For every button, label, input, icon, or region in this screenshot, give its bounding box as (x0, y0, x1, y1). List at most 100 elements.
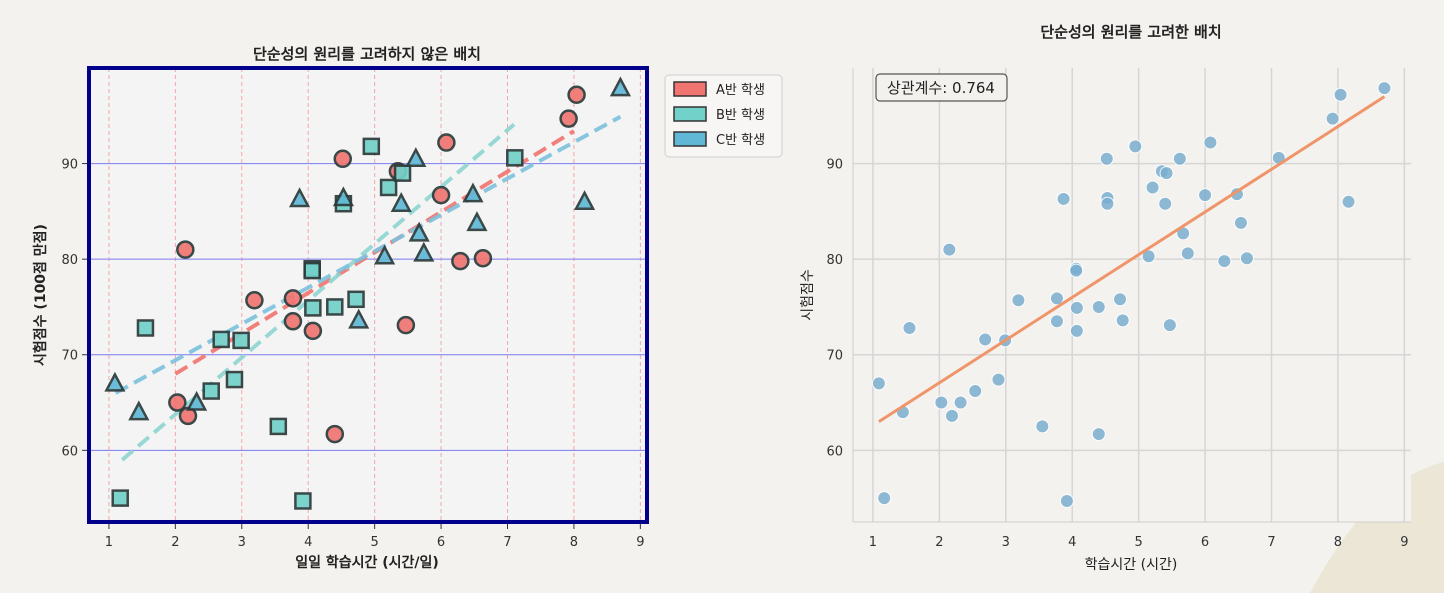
left-point-circle (176, 240, 195, 259)
left-x-tick-label: 4 (304, 535, 312, 550)
left-point-triangle (466, 211, 488, 232)
right-point (968, 384, 983, 399)
right-x-tick-label: 9 (1400, 535, 1408, 550)
right-x-tick-label: 2 (935, 535, 943, 550)
left-trend-line-2 (114, 114, 622, 395)
right-point (1091, 299, 1106, 314)
left-point-square (362, 137, 381, 156)
annotation-text: 상관계수: 0.764 (887, 79, 995, 97)
right-x-tick-label: 5 (1135, 535, 1143, 550)
left-x-axis-label: 일일 학습시간 (시간/일) (295, 554, 439, 571)
left-point-circle (431, 185, 451, 205)
right-point (1113, 292, 1128, 307)
right-point (991, 372, 1006, 387)
right-point (1011, 293, 1026, 308)
left-point-circle (451, 251, 470, 271)
left-point-circle (245, 291, 264, 310)
right-point (1158, 196, 1173, 211)
right-y-tick-label: 60 (826, 444, 843, 459)
left-plot-frame (87, 66, 649, 524)
left-point-square (225, 370, 244, 389)
left-y-tick-label: 60 (61, 444, 78, 459)
left-point-triangle (413, 241, 435, 262)
right-y-tick-label: 90 (826, 158, 843, 173)
right-point (1145, 180, 1160, 195)
left-x-ticks: 1 2 3 4 5 6 7 8 9 (105, 524, 644, 550)
left-point-square (212, 330, 230, 349)
left-point-triangle (573, 190, 596, 211)
legend-swatch-c (673, 131, 707, 147)
right-point (1180, 246, 1195, 261)
left-point-square (136, 319, 155, 337)
left-point-triangle (609, 76, 632, 97)
left-point-circle (333, 149, 353, 169)
left-point-square (379, 178, 398, 197)
right-x-tick-label: 8 (1334, 535, 1342, 550)
left-trend-lines (114, 114, 622, 462)
left-x-tick-label: 7 (503, 535, 511, 550)
right-point (1198, 188, 1213, 203)
left-point-square (294, 492, 312, 510)
left-point-circle (567, 85, 586, 105)
right-point (1333, 87, 1348, 102)
left-point-circle (283, 289, 303, 308)
right-point (1162, 318, 1177, 333)
legend-label-a: A반 학생 (716, 83, 765, 98)
legend-swatch-a (673, 81, 707, 97)
right-point (877, 491, 892, 506)
right-point (1128, 139, 1143, 154)
left-point-square (303, 261, 321, 280)
left-x-tick-label: 9 (636, 535, 644, 550)
left-point-triangle (405, 147, 427, 168)
right-point (1059, 493, 1074, 508)
left-x-tick-label: 5 (371, 535, 379, 550)
left-y-ticks: 60 70 80 90 (61, 158, 87, 459)
left-point-triangle (348, 308, 370, 329)
right-point (1049, 314, 1064, 329)
right-x-tick-label: 6 (1201, 535, 1209, 550)
left-point-triangle (288, 187, 311, 208)
right-point (1099, 151, 1114, 166)
left-chart-title: 단순성의 원리를 고려하지 않은 배치 (253, 45, 481, 63)
legend-swatch-b (673, 106, 707, 122)
right-x-ticks: 1 2 3 4 5 6 7 8 9 (869, 535, 1409, 550)
right-point (953, 395, 968, 410)
left-point-circle (473, 248, 493, 268)
right-point (942, 242, 957, 257)
right-x-tick-label: 4 (1068, 535, 1076, 550)
right-point (871, 376, 886, 391)
left-point-circle (396, 315, 416, 335)
right-plot-background (853, 68, 1411, 522)
left-point-triangle (390, 192, 412, 212)
left-point-triangle (462, 182, 484, 203)
left-y-tick-label: 80 (61, 253, 78, 268)
right-point (1069, 263, 1084, 278)
left-point-circle (325, 424, 345, 444)
legend-label-b: B반 학생 (716, 108, 765, 123)
right-point (944, 408, 959, 423)
right-point (1217, 254, 1232, 269)
right-x-tick-label: 1 (869, 535, 877, 550)
right-x-tick-label: 7 (1267, 535, 1275, 550)
right-x-tick-label: 3 (1002, 535, 1010, 550)
right-y-tick-label: 70 (826, 349, 843, 364)
left-point-square (326, 298, 344, 316)
right-point (1233, 215, 1248, 230)
left-point-square (111, 489, 129, 507)
right-point (1115, 313, 1130, 328)
left-point-triangle (332, 186, 355, 207)
right-point (1091, 427, 1106, 442)
right-point (902, 320, 917, 335)
right-point (1341, 194, 1356, 209)
annotation-box (875, 73, 1008, 102)
right-chart-title: 단순성의 원리를 고려한 배치 (1040, 23, 1221, 41)
left-point-circle (168, 393, 187, 412)
left-point-circle (437, 133, 456, 152)
right-x-axis-label: 학습시간 (시간) (1085, 557, 1178, 573)
left-point-square (304, 299, 322, 317)
left-x-tick-label: 6 (437, 535, 445, 550)
left-point-square (232, 331, 250, 350)
left-point-circle (559, 109, 578, 128)
right-point (1100, 196, 1115, 211)
